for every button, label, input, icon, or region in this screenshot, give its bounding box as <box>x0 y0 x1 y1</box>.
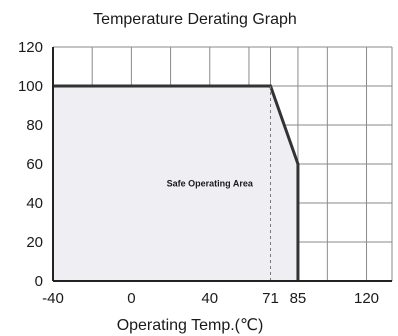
y-tick-label: 40 <box>26 195 43 212</box>
axis-layer <box>52 47 392 282</box>
x-tick-label: 71 <box>262 290 279 307</box>
safe-operating-area-label: Safe Operating Area <box>167 179 254 189</box>
y-tick-label: 120 <box>18 39 43 56</box>
y-tick-label: 100 <box>18 78 43 95</box>
y-tick-label: 60 <box>26 156 43 173</box>
x-tick-label: 0 <box>127 290 135 307</box>
derating-curve-line <box>53 84 300 281</box>
x-axis-title: Operating Temp.(℃) <box>117 317 264 334</box>
x-tick-label: -40 <box>42 290 64 307</box>
chart-title: Temperature Derating Graph <box>93 11 297 28</box>
y-tick-label: 80 <box>26 117 43 134</box>
safe-operating-area-fill <box>53 86 298 281</box>
x-tick-label: 85 <box>290 290 307 307</box>
y-tick-label: 20 <box>26 234 43 251</box>
y-tick-label: 0 <box>35 273 43 290</box>
area-layer <box>53 84 300 281</box>
x-tick-label: 120 <box>354 290 379 307</box>
x-tick-label: 40 <box>201 290 218 307</box>
